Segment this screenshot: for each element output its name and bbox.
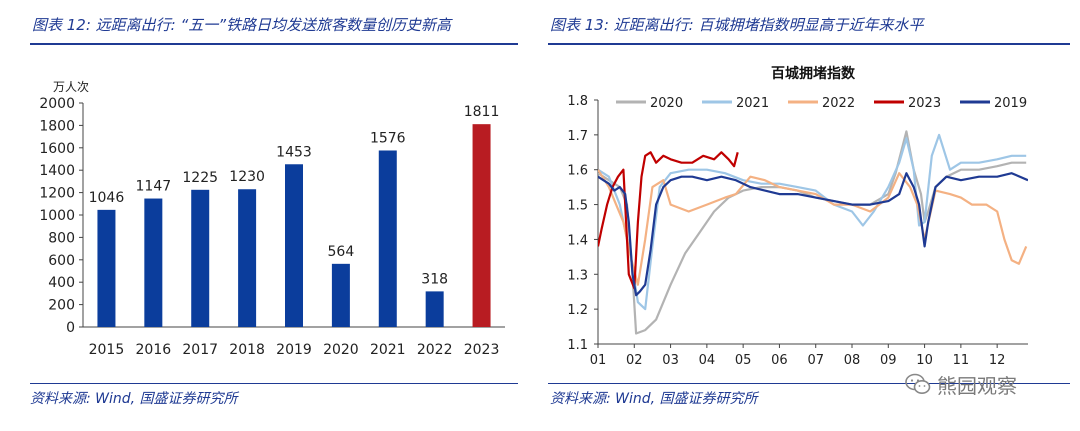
bar bbox=[238, 189, 257, 327]
y-tick-label: 1.6 bbox=[567, 164, 588, 179]
right-source: 资料来源: Wind, 国盛证券研究所 bbox=[550, 391, 758, 407]
x-tick-label: 2015 bbox=[89, 342, 125, 358]
y-tick-label: 2000 bbox=[39, 96, 75, 112]
y-tick-label: 1400 bbox=[39, 163, 75, 179]
bar-value-label: 1147 bbox=[136, 179, 172, 195]
legend-label-2020: 2020 bbox=[650, 96, 683, 111]
bar bbox=[97, 209, 116, 327]
right-panel-title: 图表 13: 近距离出行: 百城拥堵指数明显高于近年来水平 bbox=[550, 16, 924, 34]
x-tick-label: 06 bbox=[771, 353, 788, 368]
right-title-rule bbox=[548, 43, 1070, 45]
series-line-2022 bbox=[598, 169, 1028, 286]
x-tick-label: 10 bbox=[916, 353, 933, 368]
x-tick-label: 2019 bbox=[276, 342, 312, 358]
left-source-rule bbox=[30, 383, 518, 384]
y-tick-label: 1.5 bbox=[567, 199, 588, 214]
left-source: 资料来源: Wind, 国盛证券研究所 bbox=[30, 391, 238, 407]
line-chart: 百城拥堵指数 1.1 1.2 1.3 1.4 1.5 1.6 1.7 1.8 01 02 03 04 05… bbox=[567, 65, 1028, 368]
y-tick-label: 0 bbox=[66, 320, 75, 336]
x-tick-label: 11 bbox=[953, 353, 970, 368]
legend-label-2021: 2021 bbox=[736, 96, 769, 111]
bar bbox=[191, 189, 210, 327]
y-tick-label: 1200 bbox=[39, 186, 75, 202]
y-tick-label: 600 bbox=[48, 253, 75, 269]
y-tick-label: 200 bbox=[48, 298, 75, 314]
bar-value-label: 1230 bbox=[229, 169, 265, 185]
x-tick-label: 04 bbox=[699, 353, 716, 368]
y-tick-label: 1800 bbox=[39, 118, 75, 134]
y-tick-label: 1.1 bbox=[567, 338, 588, 353]
x-tick-label: 02 bbox=[626, 353, 643, 368]
bar-value-label: 1453 bbox=[276, 144, 312, 160]
y-tick-label: 1.3 bbox=[567, 268, 588, 283]
legend-label-2022: 2022 bbox=[822, 96, 855, 111]
left-panel-title: 图表 12: 远距离出行: “五一”铁路日均发送旅客数量创历史新高 bbox=[32, 16, 452, 34]
x-tick-label: 01 bbox=[590, 353, 607, 368]
bar bbox=[472, 124, 491, 327]
bar bbox=[425, 291, 444, 327]
bar-value-label: 318 bbox=[421, 271, 448, 287]
bar bbox=[144, 198, 163, 327]
x-tick-label: 2022 bbox=[417, 342, 453, 358]
chart-title: 百城拥堵指数 bbox=[771, 65, 856, 82]
right-source-rule bbox=[548, 383, 1070, 384]
bar-value-label: 1811 bbox=[464, 104, 500, 120]
bar-value-label: 1046 bbox=[89, 190, 125, 206]
series-line-2023 bbox=[598, 151, 739, 290]
watermark: 熊园观察 bbox=[905, 366, 1017, 402]
right-panel: 图表 13: 近距离出行: 百城拥堵指数明显高于近年来水平 百城拥堵指数 1.1 1… bbox=[538, 0, 1080, 431]
x-tick-label: 2018 bbox=[229, 342, 265, 358]
x-tick-label: 2020 bbox=[323, 342, 359, 358]
bar-chart: 0 200 400 600 800 1000 1200 1400 1600 1800 2000 万人次… bbox=[39, 80, 505, 358]
x-tick-label: 09 bbox=[880, 353, 897, 368]
bar bbox=[285, 164, 303, 327]
bar-value-label: 1576 bbox=[370, 130, 406, 146]
x-tick-label: 03 bbox=[662, 353, 679, 368]
y-tick-label: 1600 bbox=[39, 141, 75, 157]
y-tick-label: 1.4 bbox=[567, 233, 588, 248]
series-line-2021 bbox=[598, 133, 1027, 311]
x-tick-label: 2016 bbox=[136, 342, 172, 358]
y-tick-label: 1.2 bbox=[567, 303, 588, 318]
x-tick-label: 05 bbox=[735, 353, 752, 368]
y-tick-label: 1.7 bbox=[567, 129, 588, 144]
x-tick-label: 07 bbox=[807, 353, 824, 368]
y-tick-label: 400 bbox=[48, 275, 75, 291]
legend-label-2019: 2019 bbox=[994, 96, 1027, 111]
legend-label-2023: 2023 bbox=[908, 96, 941, 111]
bar-value-label: 564 bbox=[328, 244, 355, 260]
wechat-icon bbox=[905, 373, 931, 394]
y-tick-label: 1000 bbox=[39, 208, 75, 224]
y-tick-label: 1.8 bbox=[567, 94, 588, 109]
series-line-2019 bbox=[598, 172, 1028, 297]
watermark-text: 熊园观察 bbox=[937, 373, 1017, 398]
x-tick-label: 2021 bbox=[370, 342, 406, 358]
x-tick-label: 08 bbox=[844, 353, 861, 368]
x-tick-label: 12 bbox=[989, 353, 1006, 368]
y-tick-label: 800 bbox=[48, 230, 75, 246]
y-axis-unit: 万人次 bbox=[53, 80, 89, 94]
bar bbox=[331, 263, 350, 327]
bar-value-label: 1225 bbox=[182, 170, 218, 186]
bar bbox=[378, 150, 397, 327]
x-tick-label: 2023 bbox=[464, 342, 500, 358]
left-title-rule bbox=[30, 43, 518, 45]
x-tick-label: 2017 bbox=[182, 342, 218, 358]
left-panel: 图表 12: 远距离出行: “五一”铁路日均发送旅客数量创历史新高 0 200 40… bbox=[0, 0, 525, 431]
